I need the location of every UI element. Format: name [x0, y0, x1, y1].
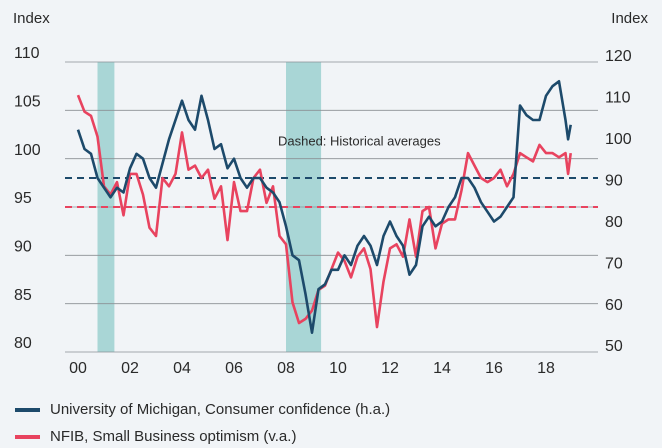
x-tick-label: 02: [121, 360, 139, 377]
x-tick-label: 10: [329, 360, 347, 377]
y-tick-label: 100: [14, 142, 41, 159]
y2-tick-label: 120: [605, 48, 632, 65]
y-axis-label: Index: [13, 10, 50, 27]
y2-tick-label: 70: [605, 255, 623, 272]
legend-label: University of Michigan, Consumer confide…: [50, 401, 390, 418]
y2-tick-label: 50: [605, 338, 623, 355]
x-tick-label: 00: [69, 360, 87, 377]
y-tick-label: 80: [14, 335, 32, 352]
y2-tick-label: 80: [605, 214, 623, 231]
annotation: Dashed: Historical averages: [278, 133, 441, 148]
y2-tick-label: 60: [605, 297, 623, 314]
x-tick-label: 14: [433, 360, 451, 377]
x-tick-label: 06: [225, 360, 243, 377]
series-line: [76, 80, 572, 334]
y-tick-label: 90: [14, 239, 32, 256]
y2-tick-label: 90: [605, 173, 623, 190]
x-tick-label: 12: [381, 360, 399, 377]
y-tick-label: 105: [14, 94, 41, 111]
x-tick-label: 18: [537, 360, 555, 377]
x-tick-label: 08: [277, 360, 295, 377]
y-tick-label: 85: [14, 287, 32, 304]
y-tick-label: 95: [14, 190, 32, 207]
y-tick-label: 110: [14, 45, 40, 62]
legend-label: NFIB, Small Business optimism (v.a.): [50, 428, 296, 445]
y2-tick-label: 100: [605, 131, 632, 148]
x-tick-label: 16: [485, 360, 503, 377]
series-line: [76, 94, 572, 329]
x-tick-label: 04: [173, 360, 191, 377]
y2-tick-label: 110: [605, 90, 631, 107]
y2-axis-label: Index: [611, 10, 648, 27]
